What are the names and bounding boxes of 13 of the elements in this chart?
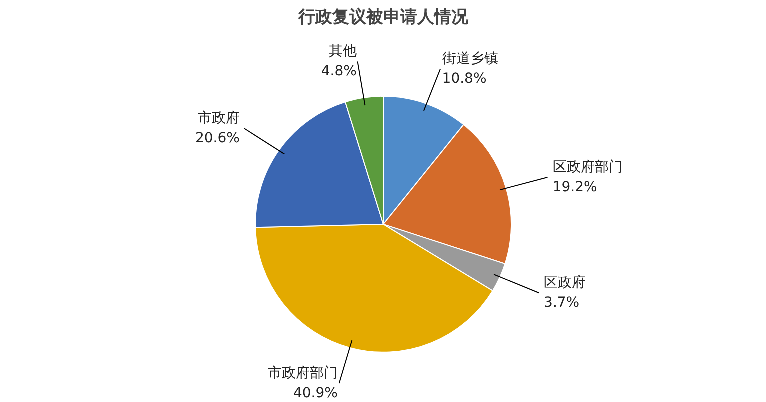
slice-label: 街道乡镇 — [442, 51, 498, 68]
data-label: 10.8% — [442, 71, 487, 88]
slice-label: 市政府 — [198, 110, 240, 127]
data-label: 4.8% — [321, 64, 357, 80]
slice-label: 区政府 — [544, 275, 586, 292]
chart-title: 行政复议被申请人情况 — [298, 8, 470, 28]
data-label: 20.6% — [195, 130, 240, 146]
slice-label: 区政府部门 — [552, 160, 623, 176]
data-label: 3.7% — [544, 295, 580, 312]
data-label: 19.2% — [552, 179, 598, 196]
slice-label: 其他 — [328, 44, 357, 60]
slice-label: 市政府部门 — [268, 366, 338, 382]
data-label: 40.9% — [293, 385, 338, 402]
